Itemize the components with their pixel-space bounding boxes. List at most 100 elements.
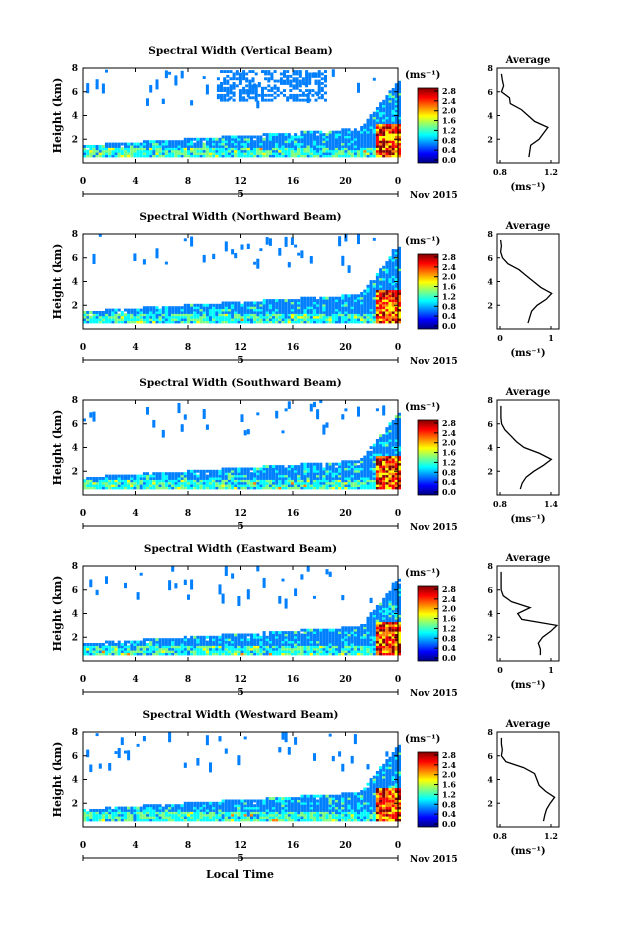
heatmap-cell — [105, 309, 108, 312]
heatmap-cell — [230, 70, 233, 73]
heatmap-cell — [165, 306, 168, 309]
heatmap-cell — [93, 419, 96, 422]
x-tick-label: 16 — [287, 675, 300, 685]
heatmap-cell — [127, 641, 130, 644]
avg-unit: (ms⁻¹) — [510, 680, 545, 691]
heatmap-cell — [190, 103, 193, 106]
heatmap-cell — [305, 89, 308, 92]
heatmap-cell — [321, 94, 324, 97]
heatmap-cell — [308, 89, 311, 92]
heatmap-cell — [231, 252, 234, 255]
heatmap-cell — [247, 596, 250, 599]
date-label: Nov 2015 — [410, 357, 458, 367]
heatmap-cell — [360, 292, 363, 295]
colorbar-tick-label: 0.0 — [442, 487, 456, 497]
colorbar-tick-label: 1.2 — [442, 291, 456, 301]
colorbar-unit: (ms⁻¹) — [405, 402, 440, 413]
heatmap-cell — [321, 82, 324, 85]
heatmap-cell — [121, 143, 124, 146]
x-tick-label: 12 — [234, 675, 247, 685]
heatmap-cell — [319, 400, 322, 403]
avg-unit: (ms⁻¹) — [510, 348, 545, 359]
heatmap-cell — [162, 306, 165, 309]
heatmap-cell — [143, 262, 146, 265]
heatmap-cell — [307, 131, 310, 134]
heatmap-cell — [190, 244, 193, 247]
heatmap-cell — [156, 87, 159, 90]
heatmap-cell — [269, 133, 272, 136]
avg-y-tick-label: 8 — [487, 63, 493, 73]
avg-y-tick-label: 4 — [487, 443, 493, 453]
colorbar-tick-label: 0.4 — [442, 145, 456, 155]
heatmap-cell — [165, 75, 168, 78]
heatmap-cell — [203, 260, 206, 263]
heatmap-cell — [121, 311, 124, 314]
heatmap-cell — [121, 475, 124, 478]
heatmap-cell — [341, 128, 344, 131]
heatmap-cell — [174, 586, 177, 589]
heatmap-cell — [146, 638, 149, 641]
heatmap-cell — [137, 143, 140, 146]
heatmap-cell — [187, 304, 190, 307]
avg-unit: (ms⁻¹) — [510, 182, 545, 193]
heatmap-cell — [223, 77, 226, 80]
heatmap-cell — [152, 472, 155, 475]
panel-4: Spectral Width (Eastward Beam)2468Height… — [51, 543, 559, 699]
heatmap-cell — [212, 138, 215, 141]
heatmap-cell — [152, 638, 155, 641]
heatmap-cell — [230, 84, 233, 87]
heatmap-cell — [244, 136, 247, 139]
heatmap-cell — [326, 425, 329, 428]
heatmap-cell — [121, 643, 124, 646]
avg-x-tick-label: 0.8 — [493, 499, 507, 509]
heatmap-cell — [299, 70, 302, 73]
heatmap-cell — [285, 299, 288, 302]
heatmap-cell — [236, 84, 239, 87]
heatmap-cell — [137, 597, 140, 600]
heatmap-cell — [230, 77, 233, 80]
heatmap-cell — [133, 258, 136, 261]
heatmap-cell — [233, 73, 236, 76]
heatmap-cell — [156, 638, 159, 641]
heatmap-cell — [256, 266, 259, 269]
heatmap-cell — [219, 636, 222, 639]
heatmap-cell — [259, 468, 262, 471]
heatmap-cell — [196, 475, 199, 478]
heatmap-cell — [244, 433, 247, 436]
colorbar-tick-label: 2.0 — [442, 106, 456, 116]
heatmap-cell — [321, 87, 324, 90]
heatmap-cell — [263, 133, 266, 136]
heatmap-cell — [118, 143, 121, 146]
heatmap-cell — [321, 77, 324, 80]
heatmap-cell — [96, 145, 99, 148]
avg-title: Average — [505, 387, 551, 398]
colorbar-tick-label: 2.8 — [442, 584, 456, 594]
heatmap-cell — [348, 128, 351, 131]
heatmap-cell — [102, 477, 105, 480]
heatmap-cell — [190, 587, 193, 590]
heatmap-cell — [274, 92, 277, 95]
heatmap-cell — [318, 96, 321, 99]
colorbar-unit: (ms⁻¹) — [405, 70, 440, 81]
heatmap-cell — [187, 470, 190, 473]
heatmap-cell — [300, 629, 303, 632]
heatmap-cell — [275, 299, 278, 302]
heatmap-cell — [203, 636, 206, 639]
heatmap-cell — [99, 311, 102, 314]
heatmap-cell — [252, 77, 255, 80]
heatmap-cell — [275, 416, 278, 419]
heatmap-cell — [140, 143, 143, 146]
heatmap-cell — [319, 131, 322, 134]
heatmap-cell — [222, 601, 225, 604]
heatmap-cell — [344, 626, 347, 629]
colorbar-tick-label: 1.2 — [442, 125, 456, 135]
avg-y-tick-label: 4 — [487, 277, 493, 287]
heatmap-cell — [234, 634, 237, 637]
heatmap-cell — [178, 410, 181, 413]
heatmap-cell — [263, 585, 266, 588]
heatmap-cell — [165, 638, 168, 641]
heatmap-cell — [300, 255, 303, 258]
heatmap-cell — [370, 600, 373, 603]
heatmap-cell — [282, 465, 285, 468]
heatmap-cell — [269, 243, 272, 246]
